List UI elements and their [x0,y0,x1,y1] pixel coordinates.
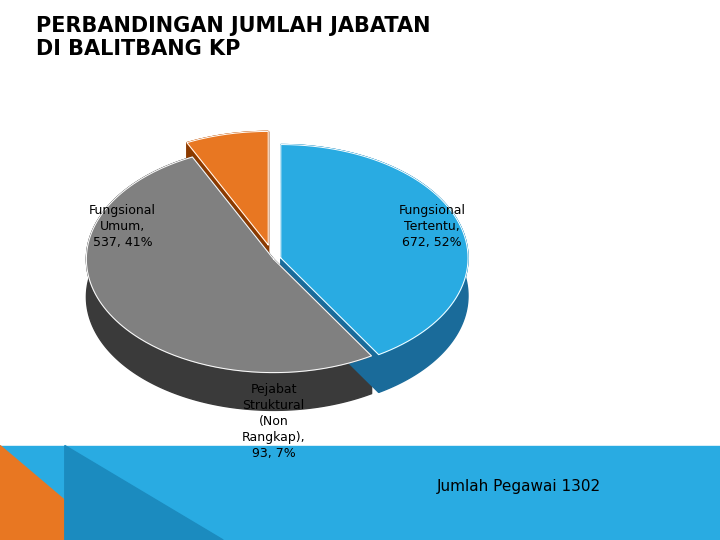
Polygon shape [281,145,468,393]
Polygon shape [65,446,223,540]
Polygon shape [86,157,372,410]
Text: Jumlah Pegawai 1302: Jumlah Pegawai 1302 [436,478,600,494]
Polygon shape [187,131,268,245]
Polygon shape [281,258,379,393]
Polygon shape [86,157,372,373]
Polygon shape [0,446,720,540]
Text: Pejabat
Struktural
(Non
Rangkap),
93, 7%: Pejabat Struktural (Non Rangkap), 93, 7% [242,383,305,460]
Polygon shape [192,157,274,297]
Polygon shape [187,131,268,180]
Polygon shape [187,143,268,282]
Text: Fungsional
Umum,
537, 41%: Fungsional Umum, 537, 41% [89,204,156,249]
Polygon shape [281,145,468,355]
Polygon shape [274,259,372,394]
Text: PERBANDINGAN JUMLAH JABATAN
DI BALITBANG KP: PERBANDINGAN JUMLAH JABATAN DI BALITBANG… [36,16,431,59]
Text: Fungsional
Tertentu,
672, 52%: Fungsional Tertentu, 672, 52% [398,204,466,249]
Polygon shape [0,446,112,540]
